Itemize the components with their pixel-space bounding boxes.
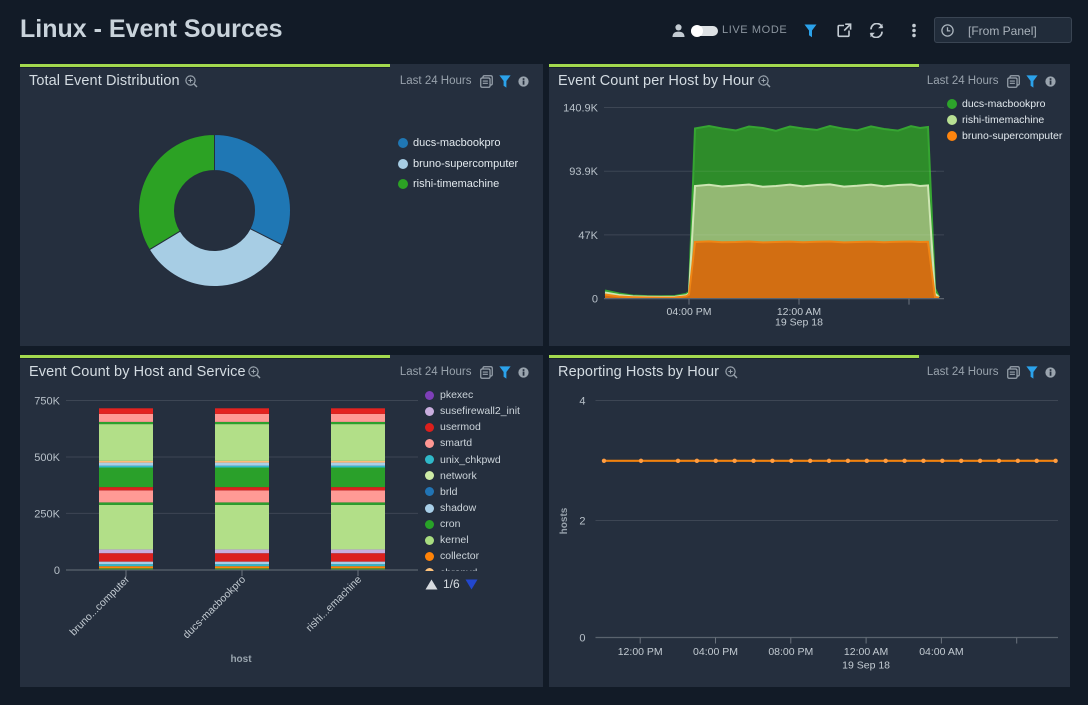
svg-text:rishi...emachine: rishi...emachine: [304, 574, 365, 635]
svg-text:4: 4: [579, 396, 585, 408]
svg-text:2: 2: [579, 516, 585, 528]
svg-text:750K: 750K: [34, 396, 60, 408]
svg-text:04:00 PM: 04:00 PM: [693, 646, 738, 658]
svg-text:08:00 PM: 08:00 PM: [768, 646, 813, 658]
svg-text:04:00 AM: 04:00 AM: [919, 646, 963, 658]
svg-text:12:00 PM: 12:00 PM: [618, 646, 663, 658]
svg-text:bruno...computer: bruno...computer: [67, 573, 132, 638]
svg-text:host: host: [230, 654, 252, 665]
svg-text:140.9K: 140.9K: [563, 103, 599, 115]
svg-text:19 Sep 18: 19 Sep 18: [842, 660, 890, 672]
svg-text:19 Sep 18: 19 Sep 18: [775, 317, 823, 329]
svg-text:47K: 47K: [578, 230, 598, 242]
svg-text:04:00 PM: 04:00 PM: [667, 306, 712, 318]
svg-text:93.9K: 93.9K: [569, 166, 598, 178]
svg-text:250K: 250K: [34, 508, 60, 520]
svg-text:0: 0: [579, 633, 585, 645]
svg-text:0: 0: [54, 565, 60, 577]
svg-text:0: 0: [592, 294, 598, 306]
svg-text:12:00 AM: 12:00 AM: [844, 646, 888, 658]
svg-text:ducs-macbookpro: ducs-macbookpro: [181, 574, 249, 642]
svg-text:500K: 500K: [34, 452, 60, 464]
svg-text:hosts: hosts: [559, 507, 570, 534]
svg-text:12:00 AM: 12:00 AM: [777, 306, 821, 318]
